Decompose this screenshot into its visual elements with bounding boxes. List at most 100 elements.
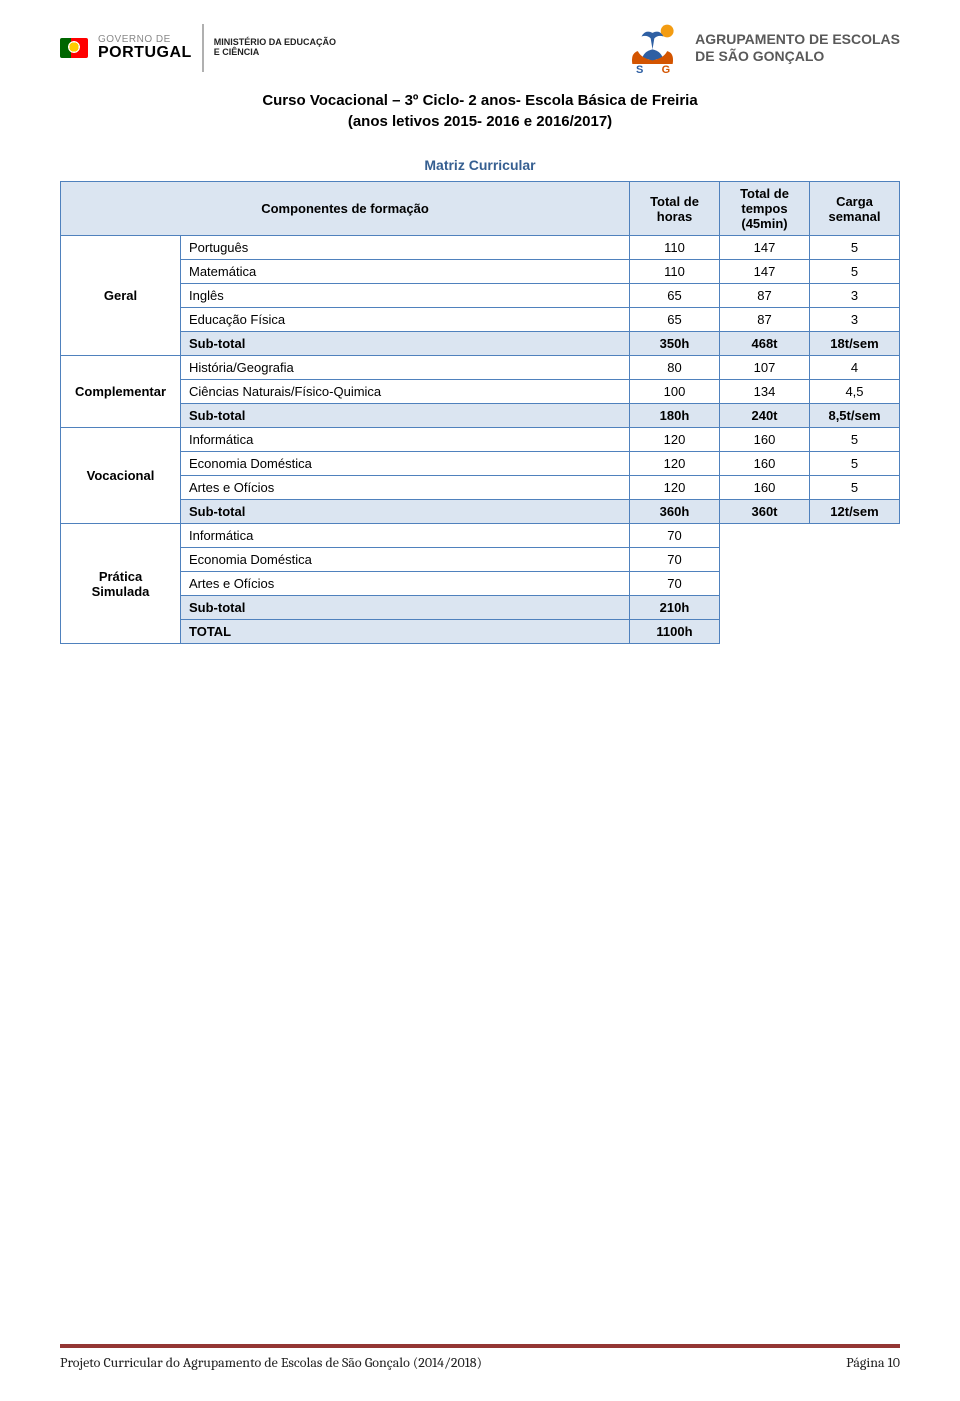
section-complementar: Complementar (61, 356, 181, 428)
cell-tempos: 147 (720, 260, 810, 284)
matrix-title: Matriz Curricular (60, 157, 900, 173)
subject-name: Informática (181, 524, 630, 548)
cell-tempos: 160 (720, 428, 810, 452)
page-header: GOVERNO DE PORTUGAL MINISTÉRIO DA EDUCAÇ… (60, 20, 900, 75)
cell-hours: 110 (630, 260, 720, 284)
col-carga: Carga semanal (810, 182, 900, 236)
cell-tempos: 147 (720, 236, 810, 260)
subject-name: Matemática (181, 260, 630, 284)
subtotal-tempos: 468t (720, 332, 810, 356)
cell-hours: 100 (630, 380, 720, 404)
cell-hours: 70 (630, 548, 720, 572)
total-hours: 1100h (630, 620, 720, 644)
subject-name: Economia Doméstica (181, 548, 630, 572)
footer-left: Projeto Curricular do Agrupamento de Esc… (60, 1354, 482, 1371)
empty-region (720, 524, 900, 644)
cell-tempos: 160 (720, 452, 810, 476)
government-wordmark: GOVERNO DE PORTUGAL (98, 35, 192, 61)
cell-carga: 4 (810, 356, 900, 380)
gov-line-2: PORTUGAL (98, 45, 192, 61)
cell-tempos: 87 (720, 284, 810, 308)
cell-tempos: 107 (720, 356, 810, 380)
table-row: Ciências Naturais/Físico-Quimica 100 134… (61, 380, 900, 404)
ministry-text: MINISTÉRIO DA EDUCAÇÃO E CIÊNCIA (214, 38, 336, 58)
cell-hours: 80 (630, 356, 720, 380)
cell-tempos: 87 (720, 308, 810, 332)
section-pratica: Prática Simulada (61, 524, 181, 644)
cell-carga: 5 (810, 236, 900, 260)
cell-carga: 5 (810, 452, 900, 476)
subject-name: História/Geografia (181, 356, 630, 380)
course-line-1: Curso Vocacional – 3º Ciclo- 2 anos- Esc… (262, 92, 697, 109)
svg-text:S: S (636, 64, 643, 75)
cell-carga: 5 (810, 260, 900, 284)
table-header-row: Componentes de formação Total de horas T… (61, 182, 900, 236)
subject-name: Inglês (181, 284, 630, 308)
section-geral: Geral (61, 236, 181, 356)
col-components: Componentes de formação (61, 182, 630, 236)
subtotal-carga: 18t/sem (810, 332, 900, 356)
table-row: Prática Simulada Informática 70 (61, 524, 900, 548)
total-label: TOTAL (181, 620, 630, 644)
table-row: Geral Português 110 147 5 (61, 236, 900, 260)
cell-tempos: 160 (720, 476, 810, 500)
page-footer: Projeto Curricular do Agrupamento de Esc… (60, 1344, 900, 1371)
school-logo-icon: S G (625, 20, 680, 75)
header-left: GOVERNO DE PORTUGAL MINISTÉRIO DA EDUCAÇ… (60, 24, 336, 72)
subject-name: Português (181, 236, 630, 260)
agrup-line-1: AGRUPAMENTO DE ESCOLAS (695, 31, 900, 47)
subject-name: Ciências Naturais/Físico-Quimica (181, 380, 630, 404)
cell-hours: 70 (630, 524, 720, 548)
subtotal-row: Sub-total 350h 468t 18t/sem (61, 332, 900, 356)
curricular-matrix-table: Componentes de formação Total de horas T… (60, 181, 900, 644)
subtotal-tempos: 360t (720, 500, 810, 524)
table-row: Artes e Ofícios 120 160 5 (61, 476, 900, 500)
subtotal-hours: 360h (630, 500, 720, 524)
course-line-2: (anos letivos 2015- 2016 e 2016/2017) (348, 113, 612, 130)
gov-line-1: GOVERNO DE (98, 35, 192, 45)
col-hours: Total de horas (630, 182, 720, 236)
table-row: Inglês 65 87 3 (61, 284, 900, 308)
subtotal-hours: 350h (630, 332, 720, 356)
subject-name: Artes e Ofícios (181, 572, 630, 596)
subtotal-carga: 12t/sem (810, 500, 900, 524)
table-row: Vocacional Informática 120 160 5 (61, 428, 900, 452)
svg-text:G: G (662, 64, 671, 75)
cell-carga: 3 (810, 308, 900, 332)
cell-hours: 120 (630, 476, 720, 500)
subtotal-row: Sub-total 360h 360t 12t/sem (61, 500, 900, 524)
subtotal-hours: 210h (630, 596, 720, 620)
subject-name: Informática (181, 428, 630, 452)
subtotal-label: Sub-total (181, 596, 630, 620)
school-group-name: AGRUPAMENTO DE ESCOLAS DE SÃO GONÇALO (695, 31, 900, 65)
col-tempos: Total de tempos (45min) (720, 182, 810, 236)
cell-hours: 120 (630, 452, 720, 476)
footer-page-number: Página 10 (846, 1354, 900, 1371)
ministry-line-2: E CIÊNCIA (214, 47, 260, 57)
subtotal-row: Sub-total 180h 240t 8,5t/sem (61, 404, 900, 428)
cell-hours: 120 (630, 428, 720, 452)
subject-name: Economia Doméstica (181, 452, 630, 476)
table-row: Educação Física 65 87 3 (61, 308, 900, 332)
cell-hours: 110 (630, 236, 720, 260)
cell-hours: 65 (630, 308, 720, 332)
cell-carga: 5 (810, 476, 900, 500)
portugal-flag-icon (60, 38, 88, 58)
table-row: Matemática 110 147 5 (61, 260, 900, 284)
cell-hours: 70 (630, 572, 720, 596)
course-title: Curso Vocacional – 3º Ciclo- 2 anos- Esc… (60, 90, 900, 132)
cell-carga: 4,5 (810, 380, 900, 404)
subtotal-label: Sub-total (181, 332, 630, 356)
table-row: Complementar História/Geografia 80 107 4 (61, 356, 900, 380)
subtotal-tempos: 240t (720, 404, 810, 428)
subject-name: Artes e Ofícios (181, 476, 630, 500)
ministry-line-1: MINISTÉRIO DA EDUCAÇÃO (214, 37, 336, 47)
cell-carga: 5 (810, 428, 900, 452)
subtotal-carga: 8,5t/sem (810, 404, 900, 428)
cell-tempos: 134 (720, 380, 810, 404)
vertical-divider-icon (202, 24, 204, 72)
agrup-line-2: DE SÃO GONÇALO (695, 48, 824, 64)
cell-hours: 65 (630, 284, 720, 308)
subtotal-label: Sub-total (181, 500, 630, 524)
section-vocacional: Vocacional (61, 428, 181, 524)
